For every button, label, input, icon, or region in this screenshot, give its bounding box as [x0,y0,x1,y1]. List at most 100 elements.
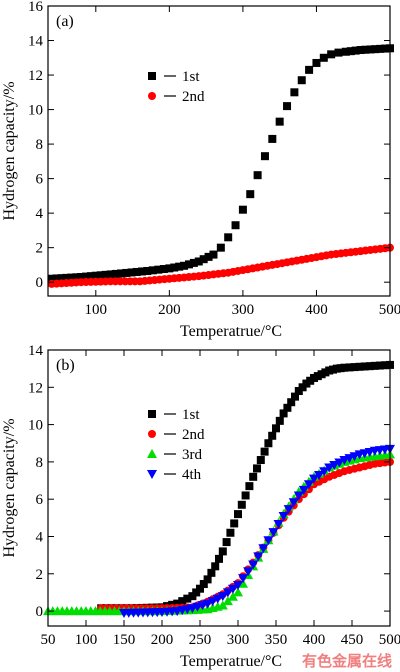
x-tick-label: 100 [75,632,98,648]
data-point [175,262,184,271]
legend: 1st 2nd 3rd 4th [147,407,205,483]
data-point [381,44,390,53]
legend-label: 3rd [182,447,202,463]
plot-frame [47,349,391,627]
data-point [329,461,340,470]
legend-marker [147,470,157,479]
data-point [127,268,136,277]
data-point [290,88,299,97]
data-point [230,519,239,528]
data-point [345,363,354,372]
data-point [355,362,364,371]
data-point [272,424,280,433]
legend-label: 2nd [182,89,205,105]
series-1st [47,44,394,283]
data-point [132,267,141,276]
data-point [288,498,299,508]
data-point [82,272,90,281]
legend-item-2nd: 2nd [148,89,205,105]
data-point [194,257,203,266]
legend-label: 1st [182,407,200,423]
data-point [52,274,61,283]
legend-label: 1st [182,69,200,85]
data-point [327,50,336,59]
data-point [312,58,321,67]
data-point [183,594,192,603]
x-tick-label: 200 [151,632,174,648]
data-point [340,363,349,372]
x-tick-label: 300 [232,302,255,318]
y-tick-label: 2 [36,241,44,257]
data-point [180,261,189,270]
x-tick-label: 500 [379,302,400,318]
data-point [268,134,277,143]
data-point [303,480,314,490]
y-tick-label: 14 [28,34,44,50]
data-point [217,600,228,610]
data-point [249,472,258,481]
data-point [106,270,115,279]
data-point [226,528,235,537]
data-point [275,117,284,126]
data-point [218,547,227,556]
y-tick-label: 16 [28,0,44,15]
y-axis-title: Hydrogen capacity/% [1,81,18,220]
data-point [291,392,299,401]
data-point [341,47,350,56]
data-point [258,544,269,554]
panel-label: (a) [56,13,74,30]
x-axis-title: Temperatrue/°C [180,653,282,670]
data-point [211,562,220,571]
data-point [203,575,212,584]
data-point [47,274,56,283]
data-point [243,567,254,577]
data-point [268,431,277,440]
y-tick-label: 12 [28,68,43,84]
data-point [297,76,306,85]
x-axis-title: Temperatrue/°C [180,323,282,340]
y-axis-title: Hydrogen capacity/% [1,418,18,557]
data-point [117,269,126,278]
data-point [238,205,247,214]
data-point [196,584,204,593]
data-point [222,538,231,547]
data-point [238,578,249,588]
legend-item-1st: 1st [148,407,200,423]
data-point [202,599,213,609]
plot-frame [47,5,391,297]
data-point [67,273,76,282]
data-point [287,398,296,407]
data-point [375,361,384,370]
data-point [170,263,179,272]
x-tick-label: 250 [189,632,212,648]
data-point [233,580,243,590]
data-point [283,505,294,515]
data-point [62,273,71,282]
data-point [207,597,218,607]
data-point [314,470,325,480]
data-point [231,221,240,230]
y-tick-label: 6 [36,172,44,188]
data-point [351,46,360,55]
y-tick-label: 2 [36,567,44,583]
data-point [253,464,261,473]
data-point [215,554,223,563]
data-point [227,584,238,594]
data-point [216,243,225,252]
x-tick-label: 50 [41,632,56,648]
legend-item-4th: 4th [147,467,202,483]
x-tick-label: 400 [305,302,328,318]
legend-marker [148,430,156,438]
data-point [209,250,218,259]
data-point [305,65,314,74]
x-tick-label: 300 [227,632,250,648]
data-point [138,267,147,276]
x-tick-label: 500 [379,632,400,648]
data-point [283,403,292,412]
data-point [159,265,168,274]
data-point [370,361,379,370]
series-4th [119,444,395,618]
legend-label: 2nd [182,427,205,443]
y-tick-label: 10 [28,418,43,434]
data-point [86,272,95,281]
